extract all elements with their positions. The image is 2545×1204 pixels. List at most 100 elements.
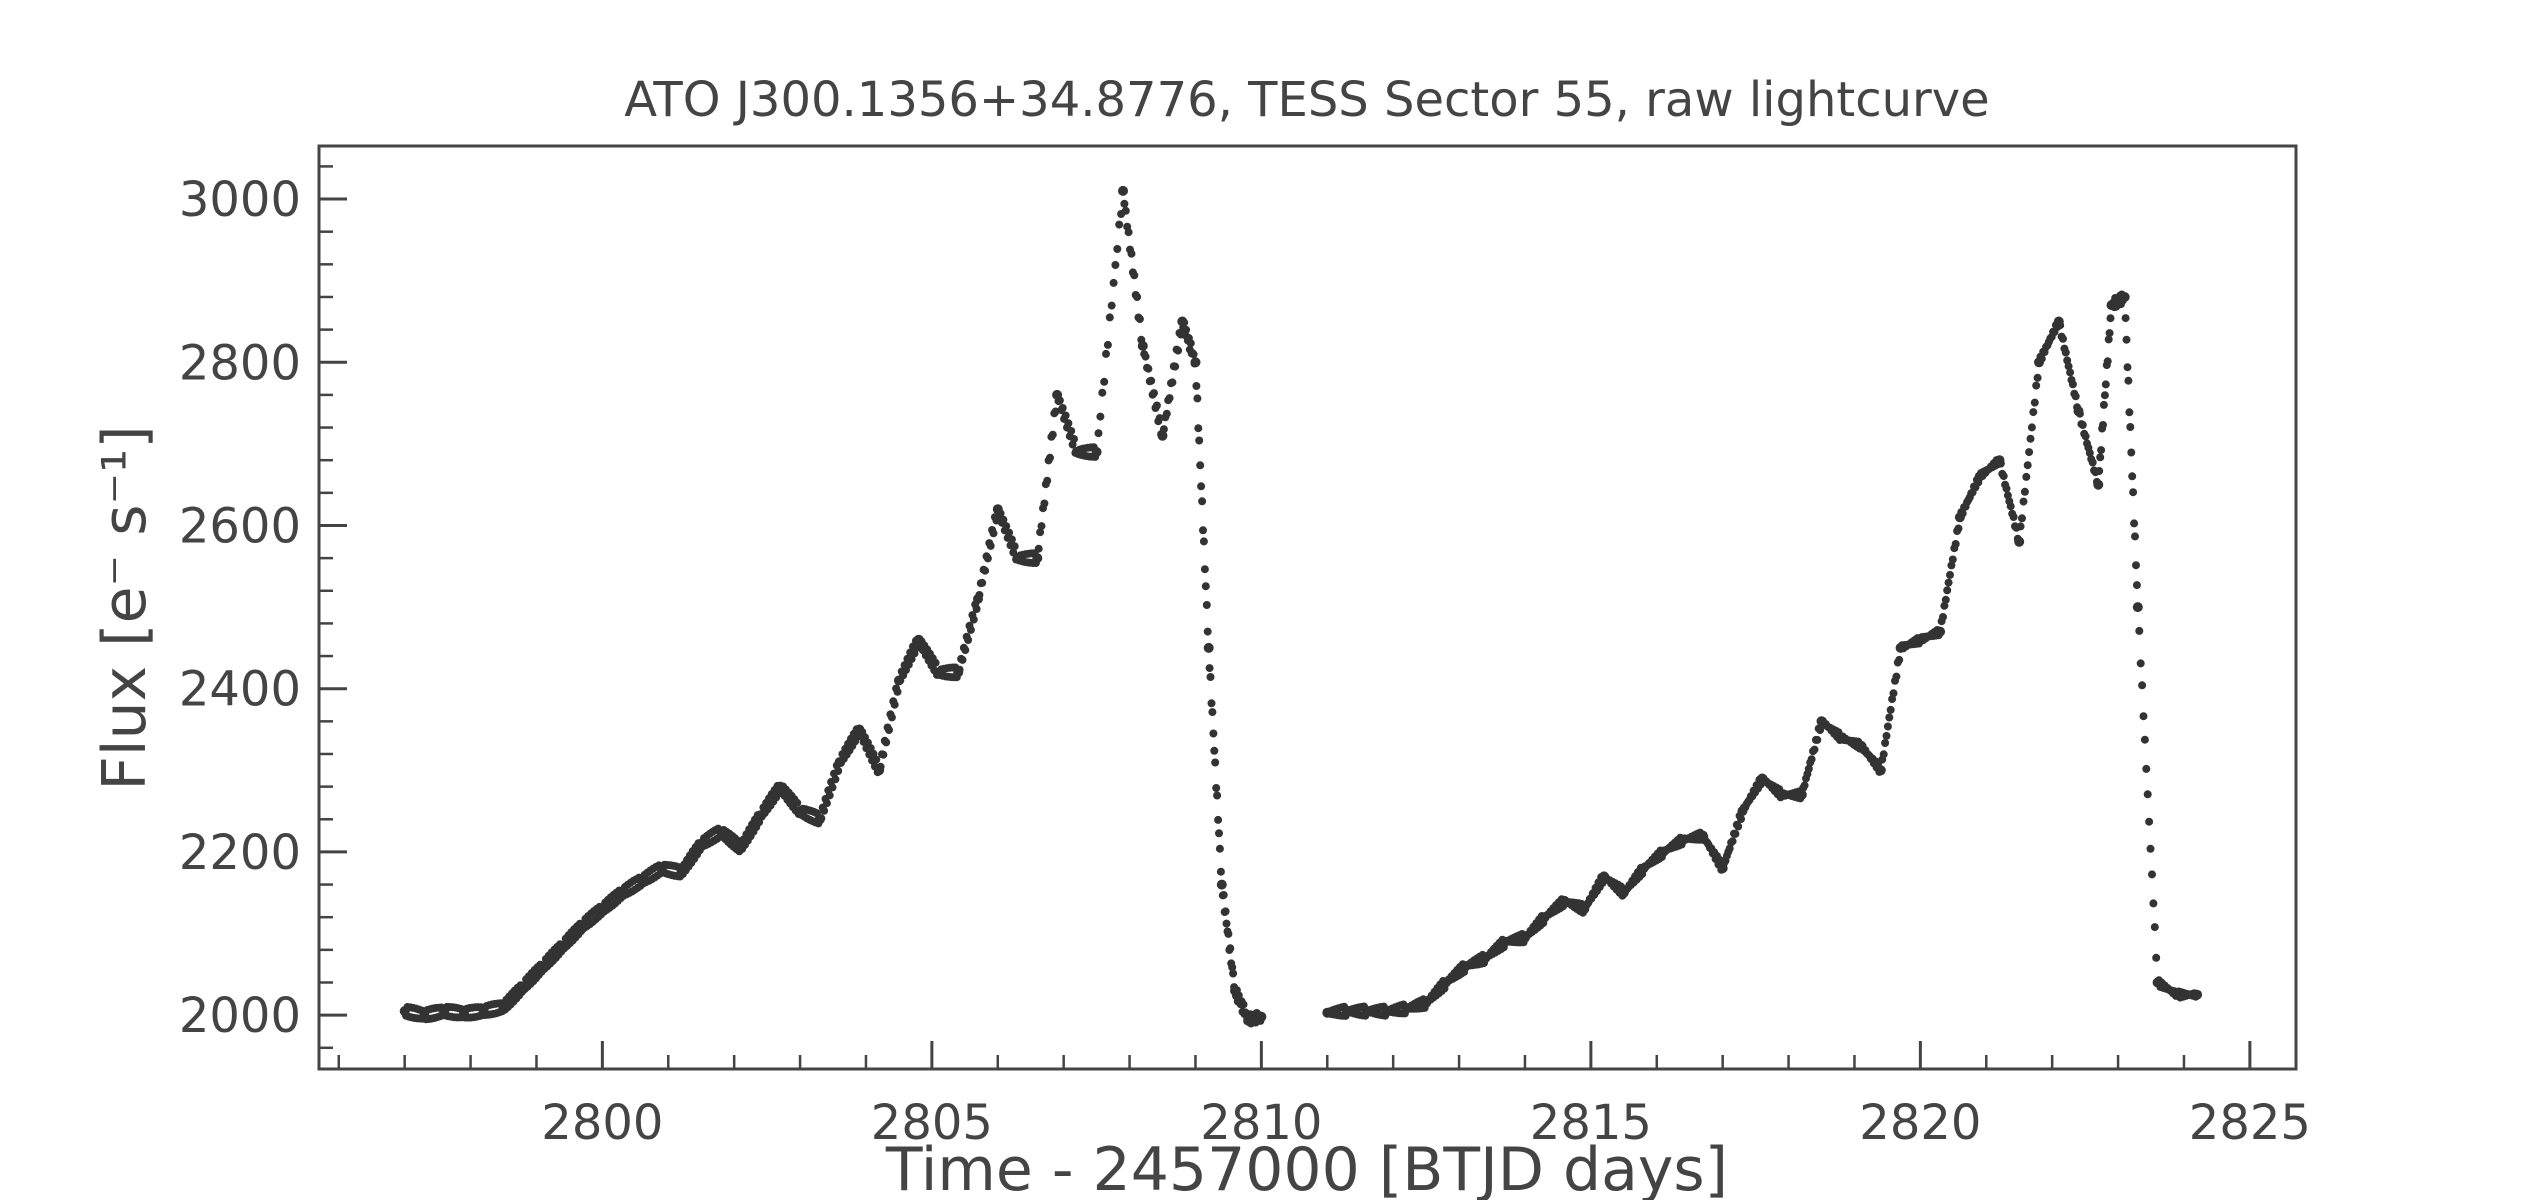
data-point [2104,335,2113,344]
data-point [1796,789,1807,800]
plot-frame [317,144,2298,1071]
data-point [1141,352,1150,361]
data-point [1109,278,1118,287]
data-point [1186,339,1195,348]
data-point [2131,532,2139,541]
data-point [2106,314,2115,323]
data-point [2126,423,2135,431]
data-point [2192,989,2203,1000]
data-point [1948,555,1957,564]
x-tick-label: 2815 [1530,1095,1652,1151]
y-tick-label: 2800 [179,335,301,391]
data-point [2066,368,2075,377]
data-point [1103,340,1112,349]
data-point [1037,522,1046,531]
data-point [1216,879,1227,890]
data-point [2100,391,2109,400]
data-point [1144,364,1153,373]
data-point [1159,425,1168,434]
data-point [831,775,840,784]
data-point [1807,755,1816,764]
data-point [2037,354,2046,363]
data-point [1165,394,1174,403]
data-point [2059,334,2067,343]
data-point [966,625,975,634]
data-point [2088,458,2097,467]
y-tick-label: 2200 [179,825,301,881]
data-point [1121,206,1130,215]
data-point [882,738,891,747]
data-point [1043,476,1052,485]
data-point [958,655,967,664]
data-point [1115,220,1124,229]
data-point [1137,340,1148,351]
data-point [2023,461,2032,470]
data-point [1202,601,1211,609]
chart-title: ATO J300.1356+34.8776, TESS Sector 55, r… [624,72,1989,128]
data-point [2093,479,2104,490]
data-point [1940,601,1949,610]
data-point [1885,713,1894,722]
data-point [986,541,995,550]
data-point [2148,870,2156,879]
y-tick-label: 2400 [179,662,301,718]
data-point [1102,349,1110,358]
data-point [1813,735,1822,744]
data-point [1212,784,1221,792]
data-point [2128,472,2137,481]
data-point [1007,535,1016,544]
data-point [1737,815,1745,823]
data-point [2099,400,2108,409]
data-point [1800,781,1809,790]
data-point [1036,528,1045,537]
data-point [1958,509,1967,518]
data-point [2101,380,2110,389]
data-point [2129,488,2138,497]
data-point [2032,381,2041,390]
data-point [1234,991,1243,1000]
data-point [1810,745,1819,754]
data-point [1219,891,1228,899]
data-point [2105,329,2114,338]
data-point [1133,293,1142,301]
data-point [1999,472,2008,481]
data-point [1941,595,1950,604]
data-point [1107,301,1116,310]
data-point [2123,363,2132,372]
data-point [981,566,990,575]
data-point [1180,318,1189,327]
data-point [1127,249,1136,258]
data-point [834,767,843,775]
data-point [1194,424,1203,433]
data-point [2085,449,2094,457]
data-point [1935,626,1946,637]
data-point [2127,448,2136,457]
data-point [1192,382,1201,390]
data-point [1731,829,1740,838]
data-point [1209,729,1218,738]
data-point [1203,627,1212,636]
data-point [2016,522,2025,531]
data-point [1046,453,1054,462]
data-point [2146,844,2155,853]
data-point [1067,427,1076,435]
data-point [1946,570,1954,579]
data-point [1203,642,1214,653]
data-point [1944,578,1953,587]
data-point [2019,497,2028,506]
data-point [2014,536,2025,547]
data-point [2025,448,2034,457]
data-point [2022,472,2031,481]
data-point [1193,394,1202,403]
data-point [1205,664,1214,673]
data-point [1111,261,1120,269]
data-point [1881,739,1890,747]
data-point [1100,377,1109,386]
data-point [1728,837,1737,846]
data-point [2139,712,2148,721]
x-tick-label: 2800 [541,1095,663,1151]
y-tick-label: 2600 [179,498,301,554]
data-point [1207,699,1216,708]
data-point [2071,392,2080,401]
